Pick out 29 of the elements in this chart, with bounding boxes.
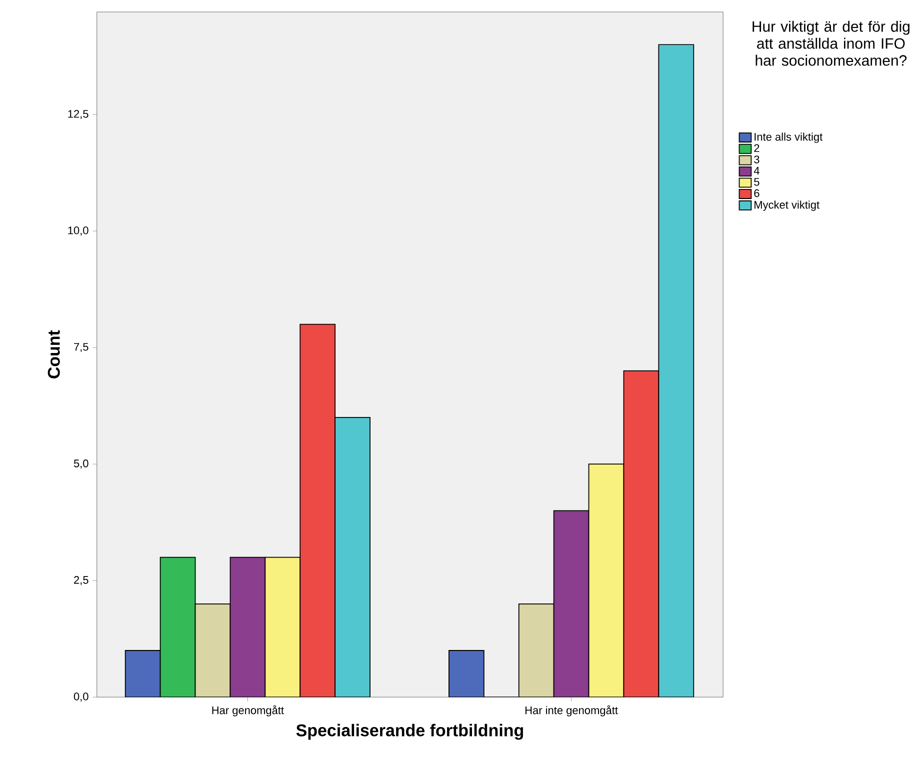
legend-label: Mycket viktigt (754, 200, 820, 211)
legend-label: 5 (754, 178, 760, 186)
y-tick-label: 0,0 (74, 692, 88, 702)
legend-label: Inte alls viktigt (754, 132, 823, 143)
bar (300, 324, 336, 698)
legend-label: 6 (754, 189, 760, 198)
legend-label: 2 (754, 144, 760, 152)
bar (658, 44, 694, 698)
bar (334, 417, 370, 698)
bar (553, 510, 590, 698)
bar (623, 370, 660, 698)
bar (194, 603, 231, 698)
y-axis-title: Count (48, 330, 60, 378)
y-tick-label: 5,0 (74, 460, 88, 469)
y-tick-label: 12,5 (68, 110, 88, 120)
legend-title: Hur viktigt är det för dig att anställda inom IFO har socionomexamen? (752, 20, 910, 66)
bar (448, 650, 484, 698)
legend-label: 3 (754, 156, 760, 164)
bar (124, 650, 161, 698)
legend-label: 4 (754, 166, 760, 174)
x-tick-label: Har inte genomgått (526, 705, 618, 716)
x-axis-title: Specialiserande fortbildning (296, 724, 524, 740)
bar (230, 556, 266, 698)
y-tick-label: 7,5 (74, 343, 88, 352)
y-tick-label: 2,5 (74, 576, 88, 586)
x-tick-label: Har genomgått (212, 705, 284, 716)
y-tick-label: 10,0 (68, 226, 88, 236)
bar (160, 556, 196, 698)
bar (518, 603, 554, 698)
